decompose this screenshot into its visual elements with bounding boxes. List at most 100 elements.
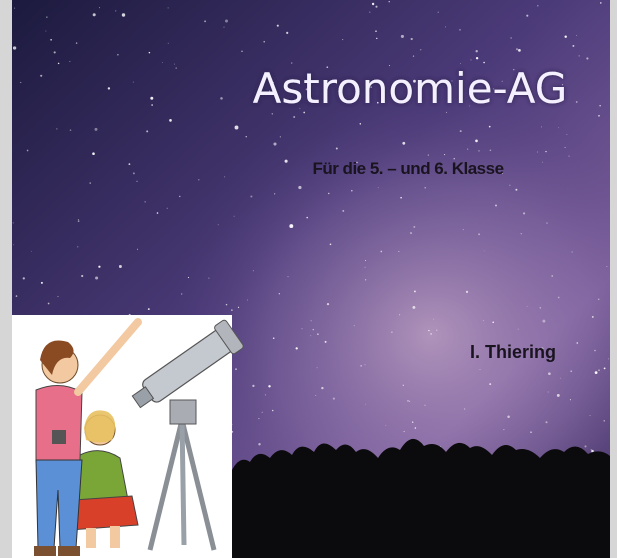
- star: [540, 307, 541, 308]
- star: [576, 35, 577, 36]
- star: [380, 251, 382, 253]
- star: [558, 127, 559, 128]
- star: [273, 338, 274, 339]
- star: [188, 277, 189, 278]
- star: [459, 29, 460, 30]
- star: [336, 147, 338, 149]
- star: [484, 250, 485, 251]
- star: [425, 187, 426, 188]
- star: [537, 5, 539, 7]
- star: [433, 319, 434, 320]
- star: [241, 51, 242, 52]
- author: I. Thiering: [470, 342, 556, 362]
- star: [20, 82, 21, 83]
- star: [489, 126, 491, 128]
- star: [181, 293, 182, 294]
- star: [430, 333, 432, 335]
- star: [258, 418, 259, 419]
- star: [302, 328, 303, 329]
- star: [414, 290, 416, 292]
- star: [289, 224, 293, 228]
- star: [413, 55, 414, 56]
- star: [272, 410, 274, 412]
- star: [372, 3, 374, 5]
- star: [78, 220, 80, 222]
- star: [545, 421, 547, 423]
- star: [560, 378, 561, 379]
- star: [428, 330, 429, 331]
- star: [98, 266, 100, 268]
- star: [175, 67, 176, 68]
- illustration: [12, 315, 244, 558]
- star: [145, 201, 146, 202]
- title: Astronomie-AG: [253, 64, 568, 113]
- star: [444, 154, 445, 155]
- star: [150, 97, 153, 100]
- star: [409, 401, 410, 402]
- star: [128, 163, 130, 165]
- star: [58, 63, 60, 65]
- star: [584, 445, 586, 447]
- star: [489, 383, 491, 385]
- star: [265, 394, 266, 395]
- star: [507, 415, 510, 418]
- star: [420, 49, 421, 50]
- star: [93, 13, 96, 16]
- star: [317, 367, 318, 368]
- trees: [232, 439, 610, 558]
- star: [599, 105, 600, 106]
- star: [606, 266, 607, 267]
- star: [364, 364, 365, 365]
- star: [274, 193, 275, 194]
- star: [136, 181, 137, 182]
- star: [569, 156, 570, 157]
- star: [119, 265, 122, 268]
- star: [572, 252, 573, 253]
- star: [591, 449, 592, 450]
- star: [404, 431, 405, 432]
- star: [108, 87, 110, 89]
- star: [537, 152, 538, 153]
- star: [407, 400, 408, 401]
- star: [174, 64, 175, 65]
- star: [247, 300, 248, 301]
- star: [389, 1, 390, 2]
- star: [133, 82, 134, 83]
- star: [354, 325, 355, 326]
- star: [565, 147, 566, 148]
- star: [480, 369, 481, 370]
- star: [92, 152, 95, 155]
- star: [566, 134, 567, 135]
- star: [400, 197, 402, 199]
- star: [27, 150, 29, 152]
- star: [385, 425, 386, 426]
- star: [250, 195, 252, 197]
- star: [476, 50, 478, 52]
- star: [402, 142, 405, 145]
- star: [438, 12, 439, 13]
- star: [14, 8, 15, 9]
- star: [226, 304, 228, 306]
- star: [310, 335, 311, 336]
- star: [315, 395, 316, 396]
- star: [545, 151, 546, 152]
- star: [546, 223, 547, 224]
- star: [466, 291, 468, 293]
- star: [526, 15, 528, 17]
- star: [115, 10, 116, 11]
- star: [296, 347, 298, 349]
- star: [351, 190, 353, 192]
- star: [608, 358, 609, 359]
- star: [262, 412, 263, 413]
- star: [412, 421, 413, 422]
- star: [521, 233, 522, 234]
- star: [604, 368, 606, 370]
- star: [365, 260, 366, 261]
- star: [495, 204, 497, 206]
- star: [365, 404, 366, 405]
- star: [391, 332, 392, 333]
- star: [157, 212, 159, 214]
- star: [231, 309, 232, 310]
- star: [13, 244, 14, 245]
- star: [548, 391, 549, 392]
